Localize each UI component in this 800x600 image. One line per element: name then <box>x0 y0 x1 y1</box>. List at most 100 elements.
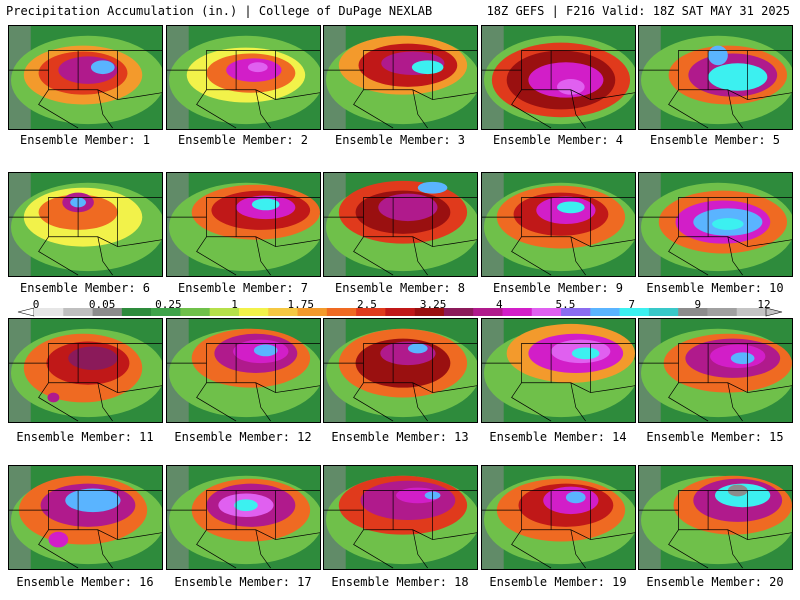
colorbar-tick-label: 7 <box>628 298 635 311</box>
precip-contour <box>90 60 115 75</box>
colorbar-swatch <box>707 308 738 316</box>
state-boundaries <box>167 50 320 129</box>
precip-contour <box>565 491 586 504</box>
precip-map <box>324 319 477 422</box>
member-caption: Ensemble Member: 12 <box>174 430 312 444</box>
member-map-panel <box>481 465 636 570</box>
colorbar-swatch <box>297 308 328 316</box>
colorbar-swatch <box>561 308 591 316</box>
colorbar-tick-label: 0 <box>32 298 40 311</box>
colorbar-swatch <box>238 308 269 316</box>
precip-map <box>324 466 477 569</box>
model-valid-time: 18Z GEFS | F216 Valid: 18Z SAT MAY 31 20… <box>486 4 790 18</box>
colorbar-swatch <box>443 308 474 316</box>
member-map-panel <box>166 465 321 570</box>
colorbar-tick-label: 3.25 <box>419 298 447 311</box>
precip-map <box>9 26 162 129</box>
member-caption: Ensemble Member: 15 <box>646 430 784 444</box>
member-caption: Ensemble Member: 17 <box>174 575 312 589</box>
colorbar-swatch <box>473 308 503 316</box>
state-boundaries <box>9 343 162 422</box>
member-map-panel <box>166 318 321 423</box>
member-caption: Ensemble Member: 1 <box>19 133 151 147</box>
state-boundaries <box>482 490 635 569</box>
state-boundaries <box>324 50 477 129</box>
member-caption: Ensemble Member: 13 <box>331 430 469 444</box>
member-map-panel <box>323 25 478 130</box>
precip-contour <box>234 499 258 512</box>
member-map-panel <box>481 172 636 277</box>
precip-map <box>324 26 477 129</box>
precip-contour <box>708 63 768 91</box>
member-caption: Ensemble Member: 20 <box>646 575 784 589</box>
member-map-panel <box>638 318 793 423</box>
colorbar-tick-label: 0.05 <box>88 298 116 311</box>
precip-contour <box>571 347 600 360</box>
state-boundaries <box>9 50 162 129</box>
state-boundaries <box>639 490 792 569</box>
precip-map <box>167 173 320 276</box>
precip-contour <box>253 344 278 357</box>
colorbar-swatch <box>736 308 767 316</box>
precip-contour <box>68 346 118 371</box>
member-caption: Ensemble Member: 6 <box>19 281 151 295</box>
precip-contour <box>380 341 436 366</box>
member-caption: Ensemble Member: 7 <box>177 281 309 295</box>
member-map-panel <box>323 318 478 423</box>
colorbar-swatch <box>385 308 415 316</box>
member-map-panel <box>481 318 636 423</box>
precip-map <box>482 319 635 422</box>
member-map-panel <box>8 318 163 423</box>
colorbar-max-arrow <box>765 307 783 317</box>
state-boundaries <box>324 490 477 569</box>
colorbar-swatch <box>619 308 650 316</box>
precip-map <box>639 466 792 569</box>
state-boundaries <box>639 50 792 129</box>
colorbar-tick-label: 5.5 <box>555 298 576 311</box>
colorbar-swatch <box>326 308 357 316</box>
colorbar-swatch <box>180 308 210 316</box>
state-boundaries <box>639 197 792 276</box>
member-caption: Ensemble Member: 10 <box>646 281 784 295</box>
precip-contour <box>47 392 60 403</box>
member-map-panel <box>323 465 478 570</box>
precip-contour <box>65 488 121 513</box>
colorbar-swatch <box>414 308 445 316</box>
member-caption: Ensemble Member: 3 <box>334 133 466 147</box>
colorbar-swatch <box>531 308 562 316</box>
colorbar-tick-label: 9 <box>694 298 702 311</box>
precip-map <box>639 173 792 276</box>
colorbar-min-arrow <box>17 307 35 317</box>
member-caption: Ensemble Member: 9 <box>492 281 624 295</box>
precip-map <box>167 319 320 422</box>
precip-contour <box>557 78 585 95</box>
state-boundaries <box>167 197 320 276</box>
colorbar-tick-label: 1 <box>231 298 238 311</box>
precip-map <box>9 466 162 569</box>
colorbar-tick-label: 2.5 <box>356 298 377 311</box>
map-title: Precipitation Accumulation (in.) | Colle… <box>6 4 433 18</box>
colorbar-swatch <box>356 308 386 316</box>
colorbar-swatch <box>268 308 298 316</box>
member-caption: Ensemble Member: 11 <box>16 430 154 444</box>
precip-map <box>639 319 792 422</box>
member-map-panel <box>323 172 478 277</box>
member-caption: Ensemble Member: 18 <box>331 575 469 589</box>
colorbar-tick-label: 0.25 <box>155 298 182 311</box>
precip-contour <box>247 62 268 73</box>
member-caption: Ensemble Member: 19 <box>489 575 627 589</box>
precip-map <box>9 173 162 276</box>
precip-map <box>482 173 635 276</box>
state-boundaries <box>167 490 320 569</box>
state-boundaries <box>167 343 320 422</box>
precip-contour <box>708 45 728 66</box>
precip-map <box>482 26 635 129</box>
member-caption: Ensemble Member: 16 <box>16 575 154 589</box>
state-boundaries <box>639 343 792 422</box>
precip-contour <box>411 60 444 75</box>
member-caption: Ensemble Member: 8 <box>334 281 466 295</box>
state-boundaries <box>324 343 477 422</box>
member-map-panel <box>638 25 793 130</box>
member-map-panel <box>166 172 321 277</box>
colorbar-swatch <box>34 308 64 316</box>
